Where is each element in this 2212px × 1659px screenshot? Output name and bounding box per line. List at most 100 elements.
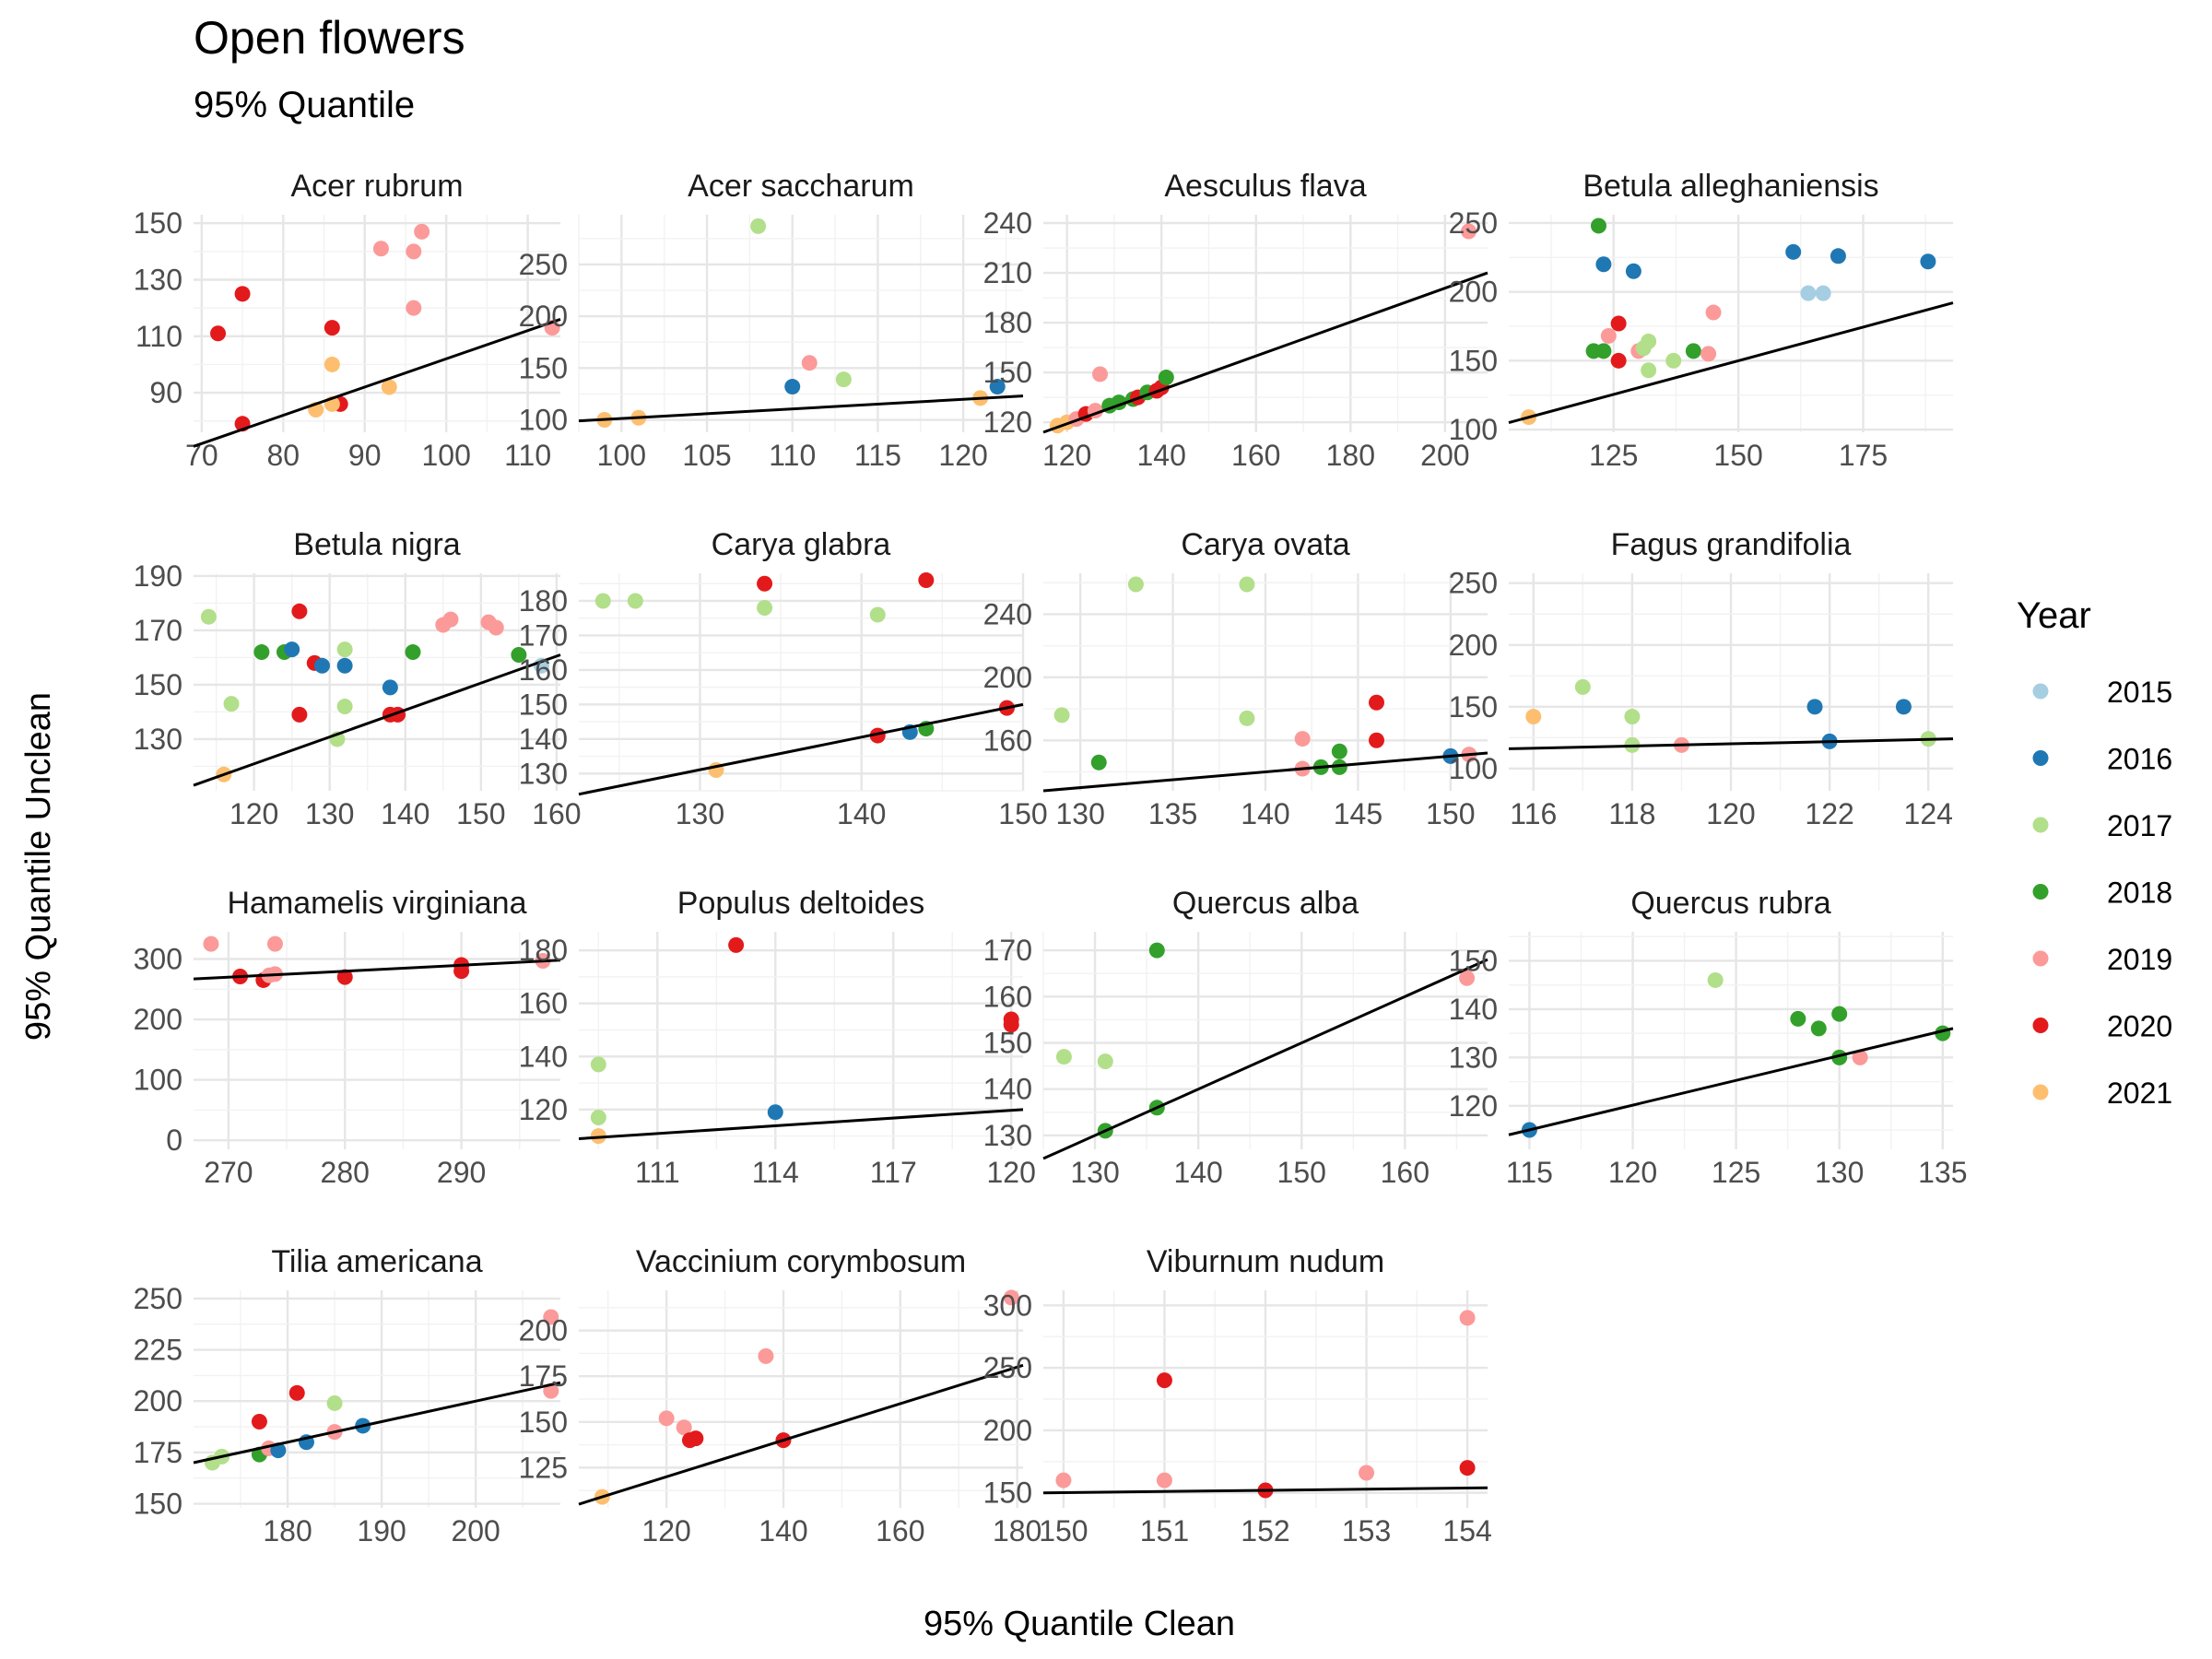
x-tick-label: 290 (437, 1156, 486, 1189)
y-tick-label: 300 (983, 1288, 1032, 1322)
fit-line (1508, 737, 1954, 750)
point-2019 (406, 243, 422, 260)
legend-label: 2019 (2107, 943, 2172, 976)
legend-label: 2017 (2107, 809, 2172, 842)
point-2019 (372, 241, 389, 257)
legend-swatch (2032, 750, 2049, 766)
x-tick-label: 130 (1055, 797, 1104, 830)
point-2017 (869, 606, 886, 623)
x-tick-label: 90 (348, 439, 382, 472)
point-2017 (336, 641, 353, 658)
point-2019 (1092, 366, 1109, 382)
legend-label: 2020 (2107, 1010, 2172, 1043)
y-tick-label: 150 (519, 351, 568, 384)
y-tick-label: 200 (134, 1003, 182, 1036)
x-tick-label: 110 (504, 439, 551, 472)
x-tick-label: 140 (837, 797, 886, 830)
y-tick-label: 125 (519, 1451, 568, 1484)
x-axis-title: 95% Quantile Clean (924, 1605, 1235, 1643)
point-2020 (918, 571, 935, 588)
y-tick-label: 180 (983, 306, 1032, 339)
y-tick-label: 150 (519, 1406, 568, 1439)
chart-subtitle: 95% Quantile (194, 85, 415, 125)
point-2017 (1053, 707, 1070, 724)
x-tick-label: 120 (1042, 439, 1091, 472)
y-tick-label: 160 (519, 987, 568, 1020)
fit-line (578, 1108, 1024, 1140)
point-2017 (1624, 709, 1641, 725)
point-2020 (288, 1384, 305, 1401)
grid (579, 573, 1025, 792)
legend-item-2021: 2021 (2032, 1077, 2172, 1110)
x-tick-label: 111 (635, 1156, 680, 1189)
point-2020 (1459, 1460, 1476, 1477)
point-2021 (324, 356, 340, 372)
panel-title: Tilia americana (271, 1244, 482, 1279)
y-tick-label: 150 (1449, 944, 1498, 977)
y-tick-label: 150 (134, 206, 182, 240)
point-2016 (1785, 243, 1802, 260)
point-2016 (1625, 263, 1641, 279)
panel-tilia-americana: Tilia americana 180 190 200 150 175 200 225 250 (134, 1244, 561, 1547)
point-2015 (1800, 285, 1817, 301)
y-tick-label: 175 (134, 1436, 182, 1469)
point-2018 (1331, 743, 1347, 759)
point-2017 (1055, 1049, 1072, 1065)
x-tick-label: 130 (1815, 1156, 1864, 1189)
panel-fagus-grandifolia: Fagus grandifolia 116 118 120 122 124 100 150 20… (1449, 527, 1954, 830)
point-2020 (324, 320, 340, 336)
x-tick-label: 105 (682, 439, 731, 472)
point-2019 (801, 355, 818, 371)
point-2019 (1459, 970, 1476, 986)
legend-item-2017: 2017 (2032, 809, 2172, 842)
panel-carya-ovata: Carya ovata 130 135 140 145 150 160 200 240 (983, 527, 1488, 830)
x-tick-label: 130 (305, 797, 354, 830)
y-tick-label: 140 (983, 1073, 1032, 1106)
point-2017 (1574, 678, 1591, 695)
point-2016 (784, 379, 801, 395)
fit-line (1508, 1027, 1954, 1136)
legend: Year 2015 2016 2017 2018 2019 2020 2021 (2017, 595, 2172, 1110)
point-2015 (1815, 285, 1831, 301)
y-tick-label: 200 (1449, 629, 1498, 662)
grid (1509, 573, 1953, 791)
point-2017 (750, 218, 767, 234)
point-2018 (1590, 218, 1606, 234)
y-tick-label: 240 (983, 597, 1032, 630)
x-tick-label: 125 (1589, 439, 1638, 472)
x-tick-label: 110 (769, 439, 816, 472)
y-tick-label: 150 (983, 1027, 1032, 1060)
panel-title: Fagus grandifolia (1611, 527, 1852, 562)
y-tick-label: 150 (1449, 690, 1498, 724)
point-2021 (1525, 709, 1542, 725)
panel-populus-deltoides: Populus deltoides 111 114 117 120 120 140 160 18… (519, 886, 1036, 1189)
point-2017 (1239, 710, 1255, 726)
x-tick-label: 150 (1713, 439, 1762, 472)
point-2019 (1600, 327, 1617, 344)
y-tick-label: 150 (983, 356, 1032, 389)
y-tick-label: 140 (519, 1040, 568, 1073)
point-2020 (291, 603, 308, 619)
point-2018 (511, 647, 527, 663)
point-2020 (1369, 694, 1384, 711)
y-tick-label: 150 (519, 688, 568, 721)
point-2017 (594, 593, 611, 609)
y-tick-label: 100 (519, 404, 568, 437)
point-2020 (251, 1413, 267, 1430)
legend-item-2016: 2016 (2032, 743, 2172, 776)
y-tick-label: 140 (1449, 993, 1498, 1026)
point-2017 (1127, 576, 1144, 593)
y-tick-label: 200 (519, 1314, 568, 1347)
y-tick-label: 160 (983, 724, 1032, 757)
legend-swatch (2032, 1018, 2049, 1033)
y-tick-label: 150 (983, 1477, 1032, 1510)
y-tick-label: 150 (1449, 344, 1498, 377)
y-tick-label: 300 (134, 943, 182, 976)
legend-swatch (2032, 683, 2049, 700)
point-2016 (1895, 699, 1912, 715)
panel-title: Betula nigra (293, 527, 461, 562)
point-2020 (1369, 732, 1384, 748)
x-tick-label: 135 (1148, 797, 1197, 830)
y-tick-label: 170 (519, 618, 568, 652)
